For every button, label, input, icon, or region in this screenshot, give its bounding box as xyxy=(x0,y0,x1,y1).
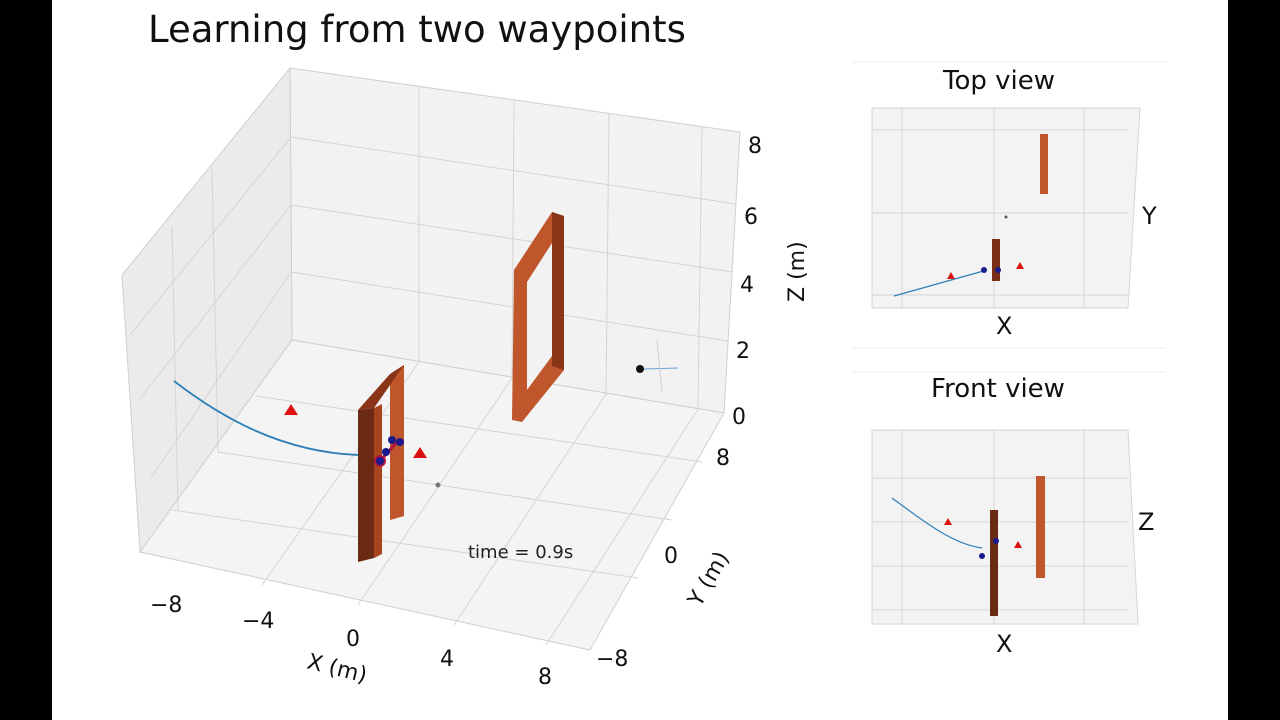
goal-marker xyxy=(636,339,679,393)
target-point xyxy=(435,482,441,488)
top-view-panel: X Y xyxy=(852,61,1166,340)
z-tick-label: 0 xyxy=(732,405,746,430)
grid-line xyxy=(150,271,292,479)
plot-canvas: 0 2 4 6 8 Z (m) 8 0 −8 Y (m) −8 −4 0 4 8… xyxy=(121,61,1166,690)
front-view-title: Front view xyxy=(931,374,1065,404)
gate-back xyxy=(512,212,564,422)
drone-rotor xyxy=(388,436,396,444)
z-tick-label: 2 xyxy=(736,339,750,364)
drone-rotor xyxy=(981,267,987,273)
front-view-x-label: X xyxy=(996,630,1012,658)
gate-front xyxy=(358,365,404,562)
gate-top-bar xyxy=(358,365,404,410)
x-tick-label: 0 xyxy=(346,627,360,652)
grid-line xyxy=(357,377,513,606)
drone xyxy=(374,436,404,467)
gate-front xyxy=(990,510,998,616)
gate-post xyxy=(358,408,374,562)
grid-line xyxy=(171,225,179,511)
grid-lines xyxy=(129,86,737,646)
gate-back xyxy=(1036,476,1045,578)
top-view-y-label: Y xyxy=(1141,202,1157,230)
drone-rotor xyxy=(993,538,999,544)
drone-rotor xyxy=(382,448,390,456)
top-view-x-label: X xyxy=(996,312,1012,340)
top-view-pane xyxy=(871,107,1141,309)
goal-trace xyxy=(656,339,663,393)
y-tick-label: 0 xyxy=(664,544,678,569)
trajectory-line xyxy=(173,380,359,456)
grid-line xyxy=(217,451,673,521)
grid-line xyxy=(290,204,733,273)
front-view-pane xyxy=(871,429,1139,625)
grid-line xyxy=(453,393,607,626)
grid-line xyxy=(211,167,219,453)
gate-side xyxy=(552,212,564,370)
gate-back xyxy=(1040,134,1048,194)
main-3d-axes xyxy=(121,66,741,651)
gate-opening xyxy=(527,243,552,390)
grid-line xyxy=(290,271,729,342)
z-axis-label: Z (m) xyxy=(785,241,810,302)
waypoint-marker xyxy=(944,518,952,525)
front-view-z-label: Z xyxy=(1138,508,1154,536)
x-tick-label: −4 xyxy=(242,609,274,634)
x-tick-label: 4 xyxy=(440,647,454,672)
y-tick-label: 8 xyxy=(716,446,730,471)
gate-post-inner xyxy=(374,404,382,558)
z-tick-label: 4 xyxy=(740,273,754,298)
grid-line xyxy=(171,509,639,579)
waypoint-marker xyxy=(284,404,298,415)
figure: Learning from two waypoints xyxy=(52,0,1228,720)
grid-line xyxy=(129,136,292,336)
waypoint-marker xyxy=(1014,541,1022,548)
grid-line xyxy=(290,136,737,205)
grid-line xyxy=(255,395,703,463)
trajectory-line xyxy=(891,497,983,549)
goal-dot xyxy=(636,365,644,373)
waypoint-marker xyxy=(413,447,427,458)
waypoint-marker xyxy=(1016,262,1024,269)
x-tick-label: 8 xyxy=(538,665,552,690)
drone-rotor xyxy=(374,455,386,467)
drone-rotor xyxy=(979,553,985,559)
target-point xyxy=(1004,215,1008,219)
y-tick-label: −8 xyxy=(596,647,628,672)
trajectory-line xyxy=(893,269,988,297)
front-view-panel: X Z xyxy=(852,347,1166,658)
figure-title: Learning from two waypoints xyxy=(148,8,686,51)
floor-pane xyxy=(139,339,725,651)
z-tick-label: 8 xyxy=(748,134,762,159)
time-label: time = 0.9s xyxy=(468,542,573,563)
waypoint-marker xyxy=(947,272,955,279)
z-tick-label: 6 xyxy=(744,205,758,230)
gate-front xyxy=(992,239,1000,281)
top-view-title: Top view xyxy=(942,66,1055,96)
x-axis-label: X (m) xyxy=(305,650,370,689)
y-axis-label: Y (m) xyxy=(683,547,735,611)
x-tick-label: −8 xyxy=(150,593,182,618)
goal-trace xyxy=(643,367,679,370)
drone-rotor xyxy=(396,438,404,446)
drone-rotor xyxy=(995,267,1001,273)
grid-line xyxy=(545,408,699,646)
